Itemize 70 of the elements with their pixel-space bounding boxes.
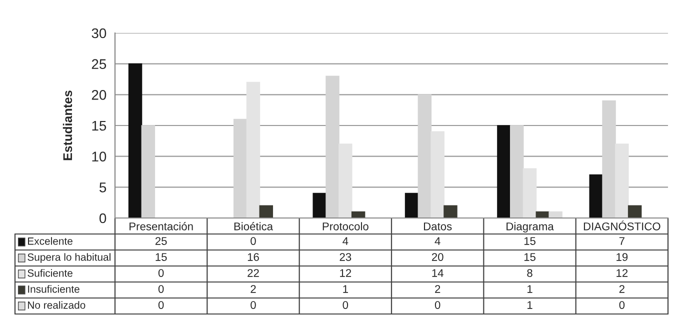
x-tick-label: Datos <box>424 222 452 230</box>
bar <box>430 131 444 218</box>
bar <box>404 192 419 218</box>
bar <box>338 144 352 218</box>
data-label: 7 <box>619 237 624 245</box>
data-label: 12 <box>616 269 628 277</box>
data-label: 14 <box>432 269 444 277</box>
bar <box>602 100 616 218</box>
x-tick-label: Diagrama <box>506 222 554 233</box>
data-label: 0 <box>434 301 440 309</box>
y-tick-label: 20 <box>92 90 106 100</box>
data-label: 25 <box>155 237 167 245</box>
data-label: 4 <box>434 237 440 245</box>
data-label: 12 <box>340 269 352 277</box>
data-label: 1 <box>343 285 348 293</box>
bar <box>312 192 326 218</box>
legend-label: No realizado <box>28 301 86 309</box>
data-label: 15 <box>156 253 167 261</box>
bar <box>615 144 629 218</box>
bar <box>589 174 603 218</box>
y-tick-label: 10 <box>92 152 106 162</box>
bar <box>259 205 274 218</box>
data-label: 1 <box>528 301 532 309</box>
data-label: 1 <box>528 285 532 293</box>
data-label: 4 <box>342 237 348 245</box>
data-label: 16 <box>248 253 259 261</box>
y-tick-label: 15 <box>92 120 106 131</box>
x-tick-label: Presentación <box>130 222 193 230</box>
x-tick-label: Bioética <box>234 222 274 230</box>
data-label: 19 <box>616 253 628 261</box>
bar <box>418 94 432 218</box>
bar <box>548 211 562 218</box>
data-label: 2 <box>619 285 624 293</box>
y-tick-label: 30 <box>92 28 106 38</box>
y-tick-label: 0 <box>99 213 106 224</box>
bar <box>326 76 340 218</box>
x-tick-label: DIAGNÓSTICO <box>584 220 660 230</box>
data-label: 0 <box>158 285 164 293</box>
data-label: 0 <box>619 301 625 309</box>
data-label: 0 <box>342 301 348 309</box>
y-tick-label: 5 <box>100 182 106 192</box>
bar <box>497 125 511 218</box>
bar <box>141 125 156 218</box>
data-label: 0 <box>158 301 164 309</box>
y-axis-title: Estudiantes <box>62 90 72 160</box>
legend-label: Supera lo habitual <box>28 253 110 263</box>
bar <box>522 168 537 218</box>
data-label: 2 <box>435 285 440 293</box>
bar <box>128 63 142 218</box>
data-label: 20 <box>432 253 444 261</box>
data-label: 0 <box>250 237 256 245</box>
y-tick-label: 25 <box>92 59 106 70</box>
data-label: 2 <box>250 285 256 293</box>
data-label: 15 <box>524 237 536 245</box>
data-label: 23 <box>340 253 352 261</box>
data-label: 15 <box>524 253 536 261</box>
bar <box>628 205 642 218</box>
legend-label: Insuficiente <box>28 285 80 293</box>
bar <box>351 211 366 218</box>
data-label: 8 <box>527 269 532 277</box>
data-label: 22 <box>248 269 259 277</box>
data-label: 0 <box>158 269 164 277</box>
x-tick-label: Protocolo <box>322 222 368 230</box>
legend-label: Suficiente <box>28 269 72 277</box>
bar <box>510 125 524 218</box>
bar <box>246 82 260 218</box>
legend-label: Excelente <box>28 237 72 245</box>
bar <box>233 118 248 218</box>
data-label: 0 <box>250 301 256 309</box>
bar <box>444 205 458 218</box>
